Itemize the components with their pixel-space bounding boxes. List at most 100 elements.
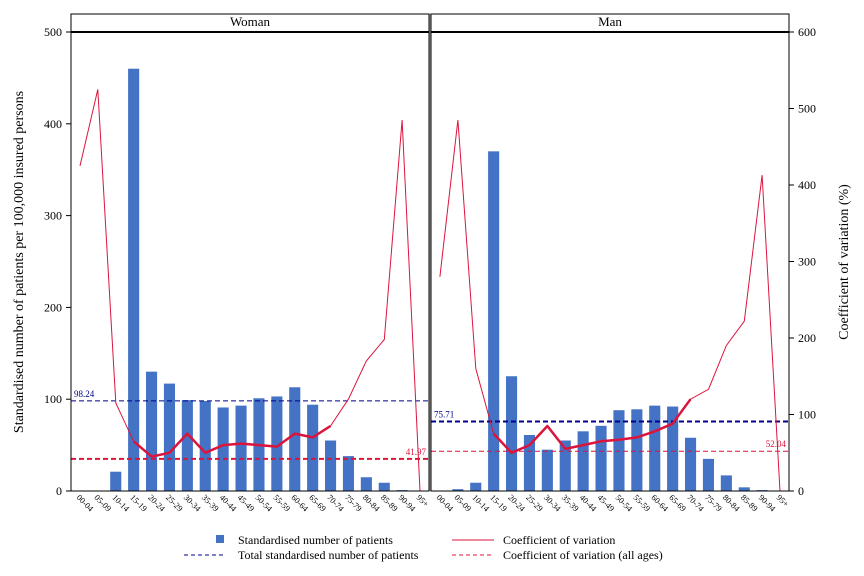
x-tick-label: 35-39: [560, 492, 581, 513]
right-y-axis: 0 100 200 300 400 500 600: [789, 25, 816, 498]
x-tick-label: 50-54: [614, 492, 636, 514]
bar: [631, 409, 643, 491]
bar: [685, 437, 697, 491]
panel-title: Woman: [230, 14, 271, 29]
x-tick-label: 55-59: [631, 492, 652, 513]
legend-bar-swatch: [216, 535, 224, 543]
x-tick-label: 40-44: [578, 492, 600, 514]
panel-title: Man: [598, 14, 622, 29]
bar: [702, 458, 714, 491]
x-tick-label: 35-39: [200, 492, 221, 513]
bar: [738, 487, 750, 491]
legend: Standardised number of patients Coeffici…: [184, 533, 663, 562]
x-tick-label: 30-34: [542, 492, 564, 514]
left-y-tick-label: 400: [44, 117, 62, 131]
bar: [720, 475, 732, 491]
bar: [523, 435, 535, 491]
bar: [128, 68, 140, 491]
left-y-tick-label: 100: [44, 392, 62, 406]
legend-label-cv: Coefficient of variation: [503, 533, 615, 547]
right-y-tick-label: 600: [798, 25, 816, 39]
x-tick-label: 90-94: [397, 492, 419, 514]
bar: [181, 400, 193, 491]
x-tick-label: 15-19: [128, 492, 149, 513]
right-axis-title: Coefficient of variation (%): [837, 184, 852, 340]
total-label: 75.71: [434, 409, 454, 419]
chart-panels: Woman98.2441.9700-0405-0910-1415-1920-24…: [70, 13, 791, 514]
x-tick-label: 10-14: [470, 492, 492, 514]
bar: [667, 406, 679, 491]
x-tick-label: 70-74: [325, 492, 347, 514]
bar: [595, 425, 607, 491]
bar: [613, 410, 625, 491]
cv-all-label: 41.97: [406, 447, 427, 457]
x-tick-label: 90-94: [757, 492, 779, 514]
bar: [325, 440, 337, 491]
bar: [307, 404, 319, 491]
x-tick-label: 05-09: [452, 492, 473, 513]
bar: [110, 471, 122, 491]
bar: [452, 489, 464, 491]
legend-label-bar: Standardised number of patients: [238, 533, 393, 547]
right-y-tick-label: 300: [798, 255, 816, 269]
right-y-tick-label: 200: [798, 331, 816, 345]
x-tick-label: 30-34: [182, 492, 204, 514]
panel-man: Man 75.71 52.04 00-0405-0910-1415-1920-2425…: [430, 13, 791, 514]
bar: [360, 477, 372, 491]
bar: [199, 401, 211, 491]
right-y-tick-label: 500: [798, 102, 816, 116]
bar: [271, 396, 283, 491]
bar: [649, 405, 661, 491]
x-tick-label: 80-84: [721, 492, 743, 514]
bar: [470, 482, 482, 491]
bar: [488, 151, 500, 491]
total-label: 98.24: [74, 389, 95, 399]
x-tick-label: 50-54: [253, 492, 275, 514]
left-axis-title: Standardised number of patients per 100,…: [12, 91, 27, 433]
bar: [559, 440, 571, 491]
left-y-tick-label: 200: [44, 300, 62, 314]
cv-line-bold: [132, 424, 332, 458]
x-tick-label: 15-19: [488, 492, 509, 513]
bar: [146, 371, 158, 491]
x-tick-label: 75-79: [343, 492, 364, 513]
bar: [577, 431, 589, 491]
right-y-tick-label: 0: [798, 484, 804, 498]
left-y-tick-label: 500: [44, 25, 62, 39]
x-tick-label: 55-59: [271, 492, 292, 513]
bar: [378, 482, 390, 491]
x-tick-label: 05-09: [92, 492, 113, 513]
x-tick-label: 00-04: [434, 492, 456, 514]
x-tick-label: 45-49: [236, 492, 257, 513]
left-y-axis: 0 100 200 300 400 500: [44, 25, 71, 498]
x-tick-label: 10-14: [110, 492, 132, 514]
x-tick-label: 85-89: [379, 492, 400, 513]
legend-label-cv-all: Coefficient of variation (all ages): [503, 548, 663, 562]
x-tick-label: 70-74: [685, 492, 707, 514]
x-tick-label: 00-04: [75, 492, 97, 514]
bar: [541, 449, 553, 491]
x-tick-label: 60-64: [649, 492, 671, 514]
x-tick-label: 60-64: [289, 492, 311, 514]
x-tick-label: 20-24: [506, 492, 528, 514]
x-tick-label: 65-69: [307, 492, 328, 513]
x-tick-label: 45-49: [596, 492, 617, 513]
bar: [235, 405, 247, 491]
left-y-tick-label: 0: [56, 484, 62, 498]
x-tick-label: 20-24: [146, 492, 168, 514]
cv-all-label: 52.04: [766, 439, 787, 449]
x-tick-label: 25-29: [524, 492, 545, 513]
bar: [217, 407, 229, 491]
legend-label-total: Total standardised number of patients: [238, 548, 419, 562]
bar: [342, 456, 354, 491]
left-y-tick-label: 300: [44, 209, 62, 223]
x-tick-label: 85-89: [739, 492, 760, 513]
bar: [506, 376, 518, 491]
x-tick-label: 25-29: [164, 492, 185, 513]
cv-line-bold: [492, 398, 692, 455]
bar: [289, 387, 301, 491]
x-tick-label: 40-44: [218, 492, 240, 514]
right-y-tick-label: 400: [798, 178, 816, 192]
x-tick-label: 65-69: [667, 492, 688, 513]
